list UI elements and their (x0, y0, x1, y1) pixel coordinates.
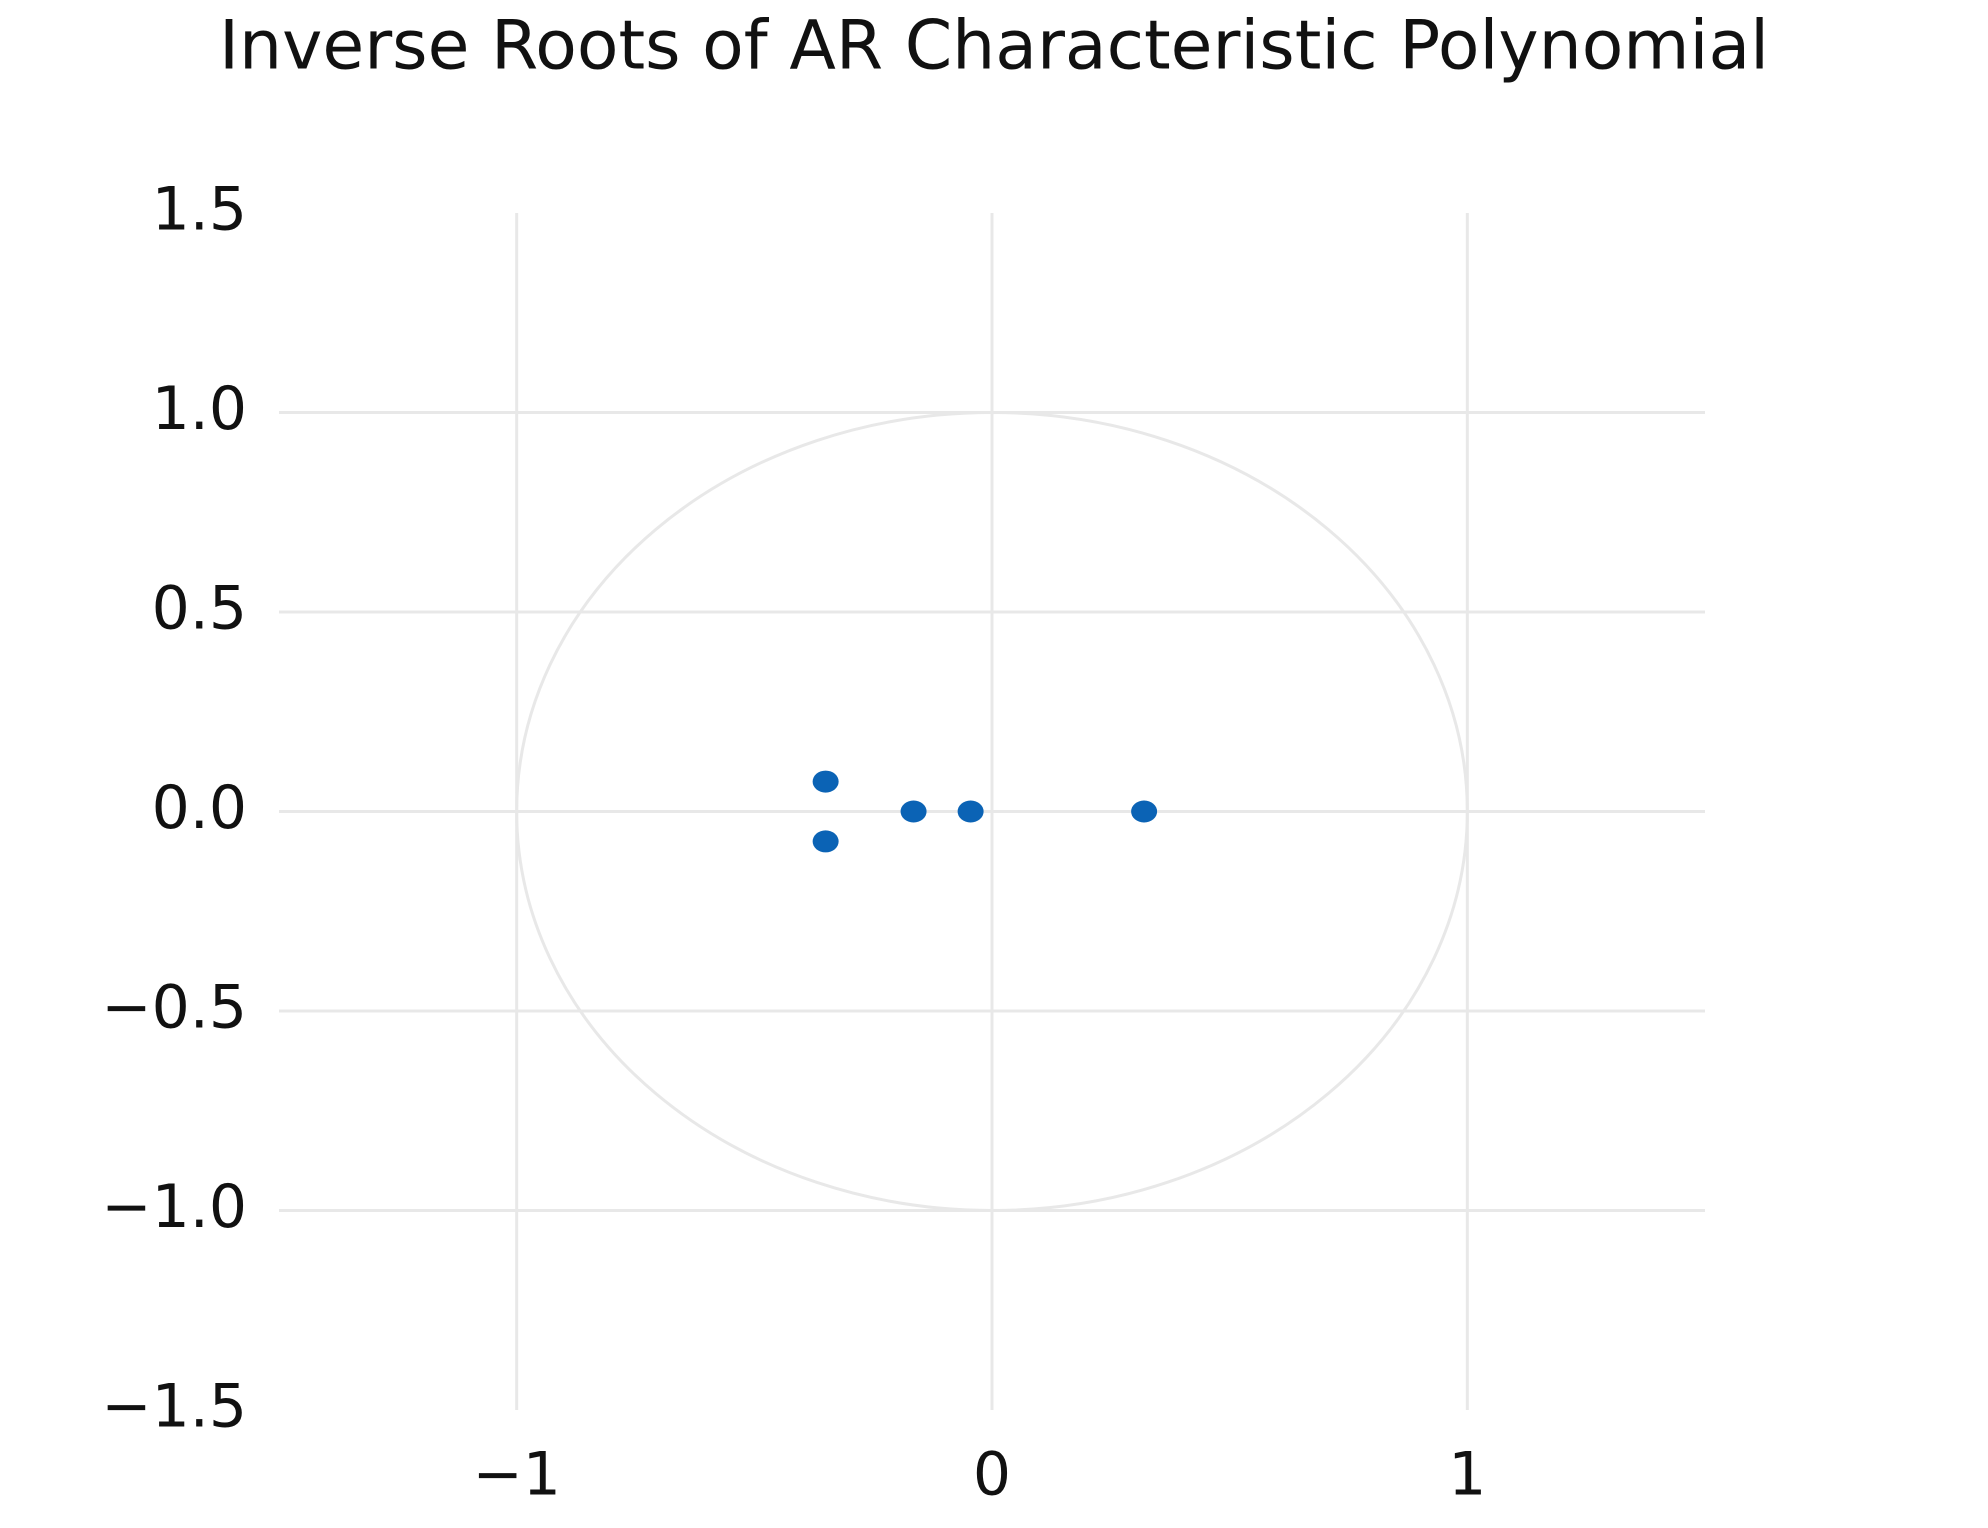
x-tick-label: 0 (973, 1440, 1011, 1510)
y-tick-label: −0.5 (101, 973, 247, 1043)
y-tick-label: −1.5 (101, 1372, 247, 1442)
unit-circle (515, 411, 1469, 1212)
point (1131, 800, 1158, 823)
y-tick-label: 0.5 (152, 574, 247, 644)
x-tick-label: 1 (1448, 1440, 1486, 1510)
y-tick-label: −1.0 (101, 1172, 247, 1242)
point (957, 800, 984, 823)
y-tick-label: 1.5 (152, 175, 247, 245)
x-tick-label: −1 (472, 1440, 560, 1510)
point (812, 770, 839, 793)
point (812, 830, 839, 853)
y-tick-label: 1.0 (152, 374, 247, 444)
chart-title: Inverse Roots of AR Characteristic Polyn… (219, 7, 1769, 86)
y-tick-label: 0.0 (152, 773, 247, 843)
point (900, 800, 927, 823)
